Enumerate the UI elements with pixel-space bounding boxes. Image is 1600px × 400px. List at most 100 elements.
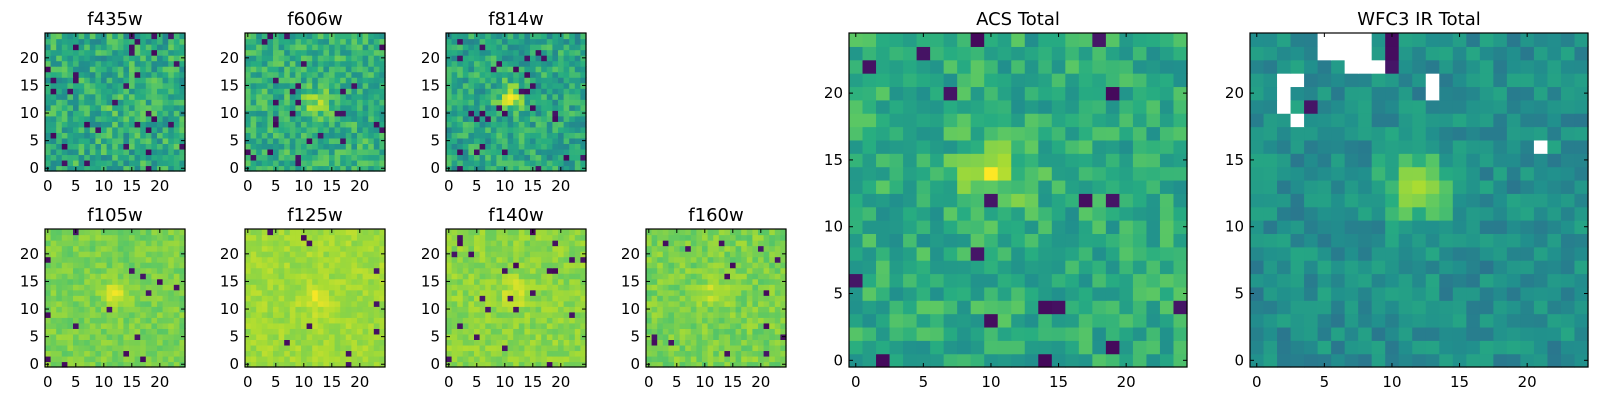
pixel-cell — [250, 154, 257, 161]
pixel-cell — [140, 126, 147, 133]
pixel-cell — [129, 55, 136, 62]
pixel-cell — [462, 300, 469, 307]
pixel-cell — [718, 284, 725, 291]
pixel-cell — [763, 344, 770, 352]
pixel-cell — [317, 300, 324, 307]
pixel-cell — [746, 267, 753, 274]
pixel-cell — [724, 344, 731, 352]
pixel-cell — [289, 284, 296, 291]
y-tick-label: 20 — [421, 49, 440, 67]
pixel-cell — [657, 251, 664, 258]
pixel-cell — [373, 55, 380, 62]
pixel-cell — [278, 273, 285, 280]
pixel-cell — [345, 289, 352, 296]
pixel-cell — [541, 229, 548, 236]
pixel-cell — [101, 306, 108, 313]
pixel-cell — [329, 245, 336, 252]
pixel-cell — [340, 328, 347, 335]
pixel-cell — [278, 361, 285, 368]
pixel-cell — [129, 289, 136, 296]
pixel-cell — [162, 267, 169, 274]
pixel-cell — [707, 322, 714, 329]
pixel-cell — [451, 55, 458, 62]
pixel-cell — [312, 159, 319, 167]
pixel-cell — [112, 273, 119, 280]
y-tick-label: 20 — [621, 245, 640, 263]
pixel-cell — [117, 262, 124, 269]
pixel-cell — [735, 322, 742, 329]
pixel-cell — [56, 350, 63, 357]
pixel-cell — [61, 126, 68, 133]
pixel-cell — [117, 245, 124, 252]
panel-title: f814w — [488, 9, 543, 30]
pixel-cell — [446, 93, 453, 100]
pixel-cell — [984, 300, 999, 315]
pixel-cell — [261, 289, 268, 296]
pixel-cell — [334, 295, 341, 302]
pixel-cell — [468, 159, 475, 167]
pixel-cell — [496, 126, 503, 133]
pixel-cell — [657, 361, 664, 368]
pixel-cell — [580, 344, 587, 352]
pixel-cell — [903, 340, 918, 355]
pixel-cell — [780, 273, 787, 280]
pixel-cell — [1011, 326, 1026, 341]
pixel-cell — [558, 44, 565, 51]
pixel-cell — [524, 278, 531, 285]
pixel-cell — [690, 229, 697, 236]
pixel-cell — [713, 317, 720, 324]
pixel-cell — [106, 38, 113, 45]
pixel-cell — [446, 300, 453, 307]
pixel-cell — [78, 55, 85, 62]
pixel-cell — [179, 66, 186, 73]
y-tick-label: 10 — [621, 300, 640, 318]
pixel-cell — [903, 179, 918, 194]
pixel-cell — [513, 284, 520, 291]
pixel-cell — [507, 71, 514, 78]
pixel-cell — [1092, 273, 1107, 288]
pixel-cell — [724, 278, 731, 285]
pixel-cell — [574, 278, 581, 285]
pixel-cell — [45, 49, 52, 56]
pixel-cell — [134, 66, 141, 73]
pixel-cell — [690, 328, 697, 335]
pixel-cell — [173, 267, 180, 274]
pixel-cell — [1038, 246, 1053, 261]
pixel-cell — [117, 99, 124, 106]
pixel-cell — [1065, 246, 1080, 261]
pixel-cell — [140, 278, 147, 285]
pixel-cell — [569, 284, 576, 291]
pixel-cell — [468, 71, 475, 78]
pixel-cell — [446, 339, 453, 346]
pixel-cell — [317, 344, 324, 352]
pixel-cell — [468, 240, 475, 247]
pixel-cell — [984, 179, 999, 194]
pixel-cell — [752, 306, 759, 313]
pixel-cell — [457, 273, 464, 280]
pixel-cell — [145, 278, 152, 285]
pixel-cell — [474, 300, 481, 307]
pixel-cell — [162, 126, 169, 133]
pixel-cell — [340, 317, 347, 324]
pixel-cell — [306, 328, 313, 335]
pixel-cell — [1065, 340, 1080, 355]
pixel-cell — [95, 251, 102, 258]
pixel-cell — [357, 295, 364, 302]
pixel-cell — [1119, 326, 1134, 341]
pixel-cell — [112, 355, 119, 363]
pixel-cell — [112, 77, 119, 84]
pixel-cell — [89, 88, 96, 95]
pixel-cell — [496, 350, 503, 357]
pixel-cell — [997, 326, 1012, 341]
pixel-cell — [496, 38, 503, 45]
pixel-cell — [312, 229, 319, 236]
pixel-cell — [535, 165, 542, 172]
pixel-cell — [513, 339, 520, 346]
pixel-cell — [368, 317, 375, 324]
pixel-cell — [541, 234, 548, 241]
pixel-cell — [273, 284, 280, 291]
pixel-cell — [563, 126, 570, 133]
pixel-cell — [507, 267, 514, 274]
pixel-cell — [312, 350, 319, 357]
pixel-cell — [674, 245, 681, 252]
